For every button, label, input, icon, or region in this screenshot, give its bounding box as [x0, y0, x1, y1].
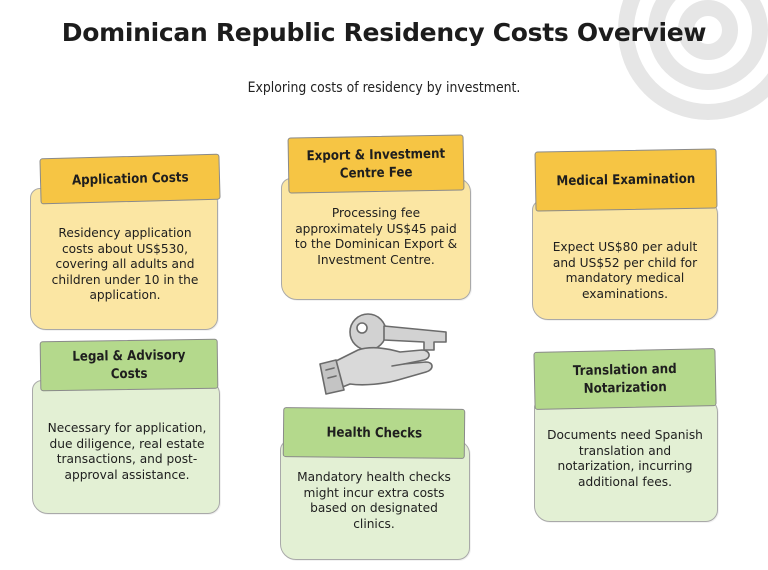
card-heading-box: Application Costs — [39, 153, 221, 205]
card-body — [30, 188, 218, 330]
spiral-swirl-icon — [618, 0, 768, 120]
card-heading-box: Health Checks — [282, 407, 466, 459]
card-heading: Application Costs — [71, 169, 189, 189]
card-text: Expect US$80 per adult and US$52 per chi… — [552, 240, 698, 301]
card-heading: Legal & Advisory Costs — [72, 346, 186, 383]
card-text: Necessary for application, due diligence… — [47, 421, 207, 482]
card-heading-box: Translation and Notarization — [533, 348, 717, 410]
card-body — [280, 440, 470, 560]
card-body — [281, 178, 471, 300]
card-body — [534, 398, 718, 522]
card-text: Processing fee approximately US$45 paid … — [294, 206, 458, 267]
card-heading: Translation and Notarization — [572, 360, 677, 397]
card-heading: Health Checks — [326, 424, 422, 442]
card-heading-box: Legal & Advisory Costs — [39, 338, 219, 392]
page-subtitle: Exploring costs of residency by investme… — [247, 80, 521, 96]
card-heading: Medical Examination — [556, 170, 696, 190]
card-heading-box: Medical Examination — [534, 148, 718, 212]
card-heading-box: Export & Investment Centre Fee — [287, 134, 465, 194]
page-title: Dominican Republic Residency Costs Overv… — [61, 18, 707, 47]
card-text: Documents need Spanish translation and n… — [547, 428, 703, 489]
card-text: Residency application costs about US$530… — [51, 226, 199, 303]
card-heading: Export & Investment Centre Fee — [306, 145, 446, 182]
card-body — [532, 200, 718, 320]
card-text: Mandatory health checks might incur extr… — [297, 470, 451, 531]
hand-holding-key-icon — [319, 313, 447, 395]
